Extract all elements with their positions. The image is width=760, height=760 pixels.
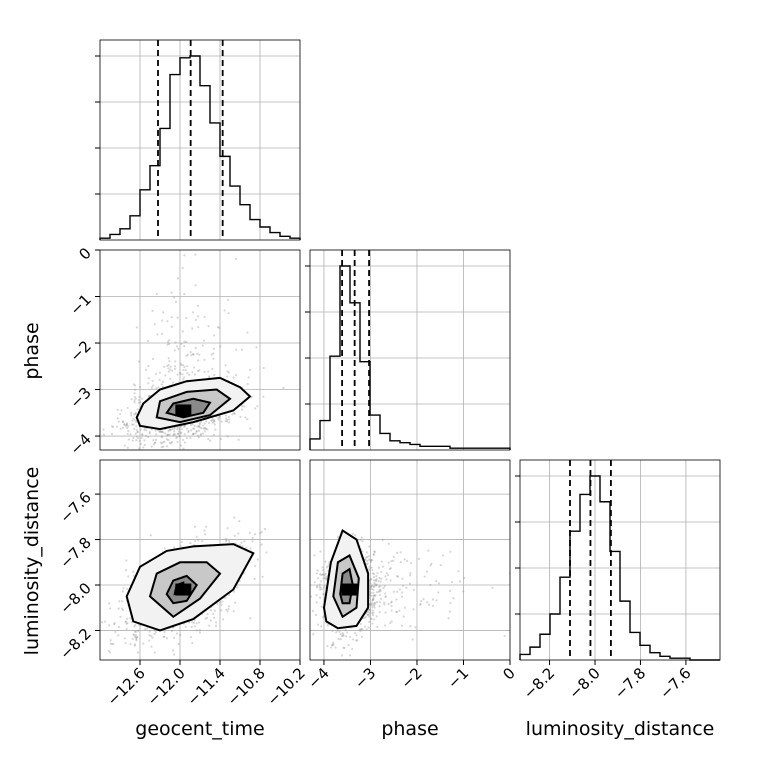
scatter-points — [102, 253, 285, 450]
y-tick-label: −1 — [66, 291, 94, 319]
ylabel-phase: phase — [21, 322, 43, 379]
corner-panels: −12.6−12.0−11.4−10.8−10.2−4 −3 −2 −1 0 −8.2 −8… — [56, 39, 721, 709]
density-core — [341, 583, 358, 596]
x-tick-label: 0 — [499, 664, 518, 683]
y-tick-label: −7.6 — [56, 488, 94, 526]
panel-frame — [519, 459, 721, 661]
histogram-geocent_time — [99, 55, 301, 240]
scatter-layer — [102, 253, 285, 450]
x-tick-label: −7.8 — [611, 664, 649, 702]
panel-phase-luminosity_distance — [309, 459, 511, 661]
y-tick-label: −8.0 — [56, 579, 94, 617]
x-tick-label: −7.6 — [656, 664, 694, 702]
density-core — [175, 404, 192, 417]
ylabel-luminosity-distance: luminosity_distance — [21, 467, 43, 656]
xlabel-luminosity-distance: luminosity_distance — [526, 718, 715, 740]
y-tick-label: −7.8 — [56, 534, 94, 572]
y-tick-label: −3 — [66, 384, 94, 412]
panel-geocent_time-luminosity_distance — [99, 459, 301, 661]
x-tick-label: −1 — [444, 664, 472, 692]
x-tick-label: −10.2 — [264, 664, 309, 709]
panel-geocent_time-geocent_time — [99, 39, 301, 241]
x-tick-label: −10.8 — [224, 664, 269, 709]
xlabel-geocent-time: geocent_time — [135, 718, 264, 740]
x-tick-label: −3 — [351, 664, 379, 692]
x-tick-label: −8.0 — [565, 664, 603, 702]
panel-frame — [309, 249, 511, 451]
x-tick-label: −12.6 — [104, 664, 149, 709]
y-tick-label: 0 — [75, 244, 94, 263]
panel-geocent_time-phase — [99, 249, 301, 451]
x-tick-label: −12.0 — [144, 664, 189, 709]
histogram-luminosity_distance — [519, 475, 720, 661]
x-tick-label: −2 — [397, 664, 425, 692]
histogram-phase — [309, 265, 511, 450]
panel-frame — [99, 39, 301, 241]
panel-luminosity_distance-luminosity_distance — [519, 459, 721, 661]
panel-frame — [99, 249, 301, 451]
panel-frame — [99, 459, 301, 661]
y-tick-label: −2 — [66, 337, 94, 365]
scatter-layer — [101, 516, 268, 656]
panel-phase-phase — [309, 249, 511, 451]
y-tick-label: −8.2 — [56, 625, 94, 663]
axis-titles: geocent_time phase luminosity_distance p… — [21, 322, 714, 740]
x-tick-label: −8.2 — [520, 664, 558, 702]
x-tick-label: −4 — [304, 664, 332, 692]
xlabel-phase: phase — [381, 718, 438, 740]
x-tick-label: −11.4 — [184, 664, 229, 709]
panel-frame — [309, 459, 511, 661]
y-tick-label: −4 — [66, 430, 94, 458]
scatter-layer — [310, 528, 510, 657]
density-core — [175, 583, 192, 596]
